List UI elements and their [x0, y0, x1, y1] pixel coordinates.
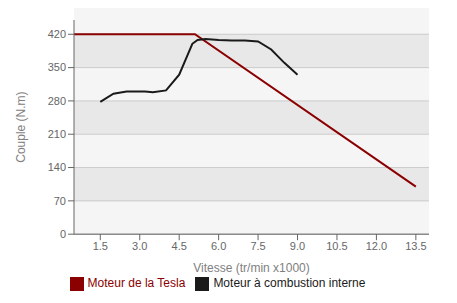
svg-text:4.5: 4.5	[172, 240, 187, 252]
svg-text:420: 420	[48, 28, 66, 40]
html-text:Moteur à combustion interne: Moteur à combustion interne	[213, 276, 366, 291]
svg-text:210: 210	[48, 128, 66, 140]
svg-text:Vitesse (tr/min x1000): Vitesse (tr/min x1000)	[193, 261, 310, 275]
svg-text:280: 280	[48, 95, 66, 107]
svg-text:10.5: 10.5	[326, 240, 347, 252]
svg-text:3.0: 3.0	[132, 240, 147, 252]
svg-text:6.0: 6.0	[211, 240, 226, 252]
svg-text:7.5: 7.5	[250, 240, 265, 252]
svg-text:1.5: 1.5	[93, 240, 108, 252]
svg-text:12.0: 12.0	[366, 240, 387, 252]
svg-text:Couple (N.m): Couple (N.m)	[14, 91, 28, 162]
svg-text:0: 0	[60, 228, 66, 240]
svg-text:13.5: 13.5	[405, 240, 426, 252]
svg-text:140: 140	[48, 161, 66, 173]
svg-text:9.0: 9.0	[290, 240, 305, 252]
html-text:Moteur de la Tesla: Moteur de la Tesla	[87, 276, 186, 291]
svg-text:350: 350	[48, 61, 66, 73]
svg-text:70: 70	[54, 195, 66, 207]
